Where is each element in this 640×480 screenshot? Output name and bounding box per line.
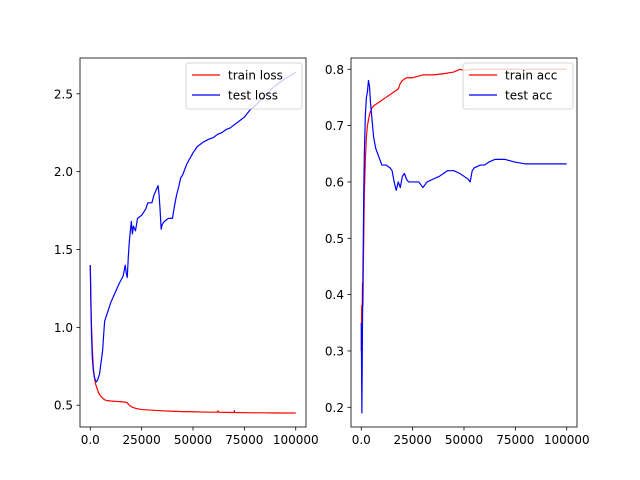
acc-ytick-label: 0.8 [325,63,344,77]
acc-xtick-label: 0.0 [352,433,371,447]
acc-xtick-label: 25000 [394,433,432,447]
loss-xtick-label: 50000 [174,433,212,447]
acc-ytick-label: 0.3 [325,344,344,358]
loss-legend: train loss test loss [185,62,303,110]
loss-ytick-label: 1.5 [54,243,73,257]
loss-xtick-label: 75000 [225,433,263,447]
acc-ytick-label: 0.5 [325,232,344,246]
loss-ytick-label: 2.0 [54,165,73,179]
acc-ytick-label: 0.6 [325,175,344,189]
loss-ytick-label: 2.5 [54,87,73,101]
acc-ytick-label: 0.4 [325,288,344,302]
loss-xtick-label: 100000 [273,433,319,447]
loss-xtick-label: 0.0 [81,433,100,447]
accuracy-chart: 0.0 25000 50000 75000 100000 0.2 0.3 0.4 0.5 0.6 0… [325,57,590,447]
acc-ytick-label: 0.2 [325,401,344,415]
loss-series-test-loss [89,71,297,383]
acc-series-test-acc [360,79,567,414]
loss-xtick-label: 25000 [123,433,161,447]
acc-legend-label: train acc [505,69,557,83]
acc-xtick-label: 50000 [445,433,483,447]
acc-xtick-label: 75000 [496,433,534,447]
loss-ytick-label: 1.0 [54,321,73,335]
acc-ytick-label: 0.7 [325,119,344,133]
loss-legend-label: test loss [228,89,278,103]
loss-chart: 0.0 25000 50000 75000 100000 0.5 1.0 1.5 2.0 2.5 t… [54,57,319,447]
loss-legend-label: train loss [228,69,283,83]
acc-legend: train acc test acc [462,62,574,110]
loss-ytick-label: 0.5 [54,399,73,413]
loss-series-train-loss [89,265,296,414]
acc-legend-label: test acc [505,89,552,103]
acc-xtick-label: 100000 [544,433,590,447]
